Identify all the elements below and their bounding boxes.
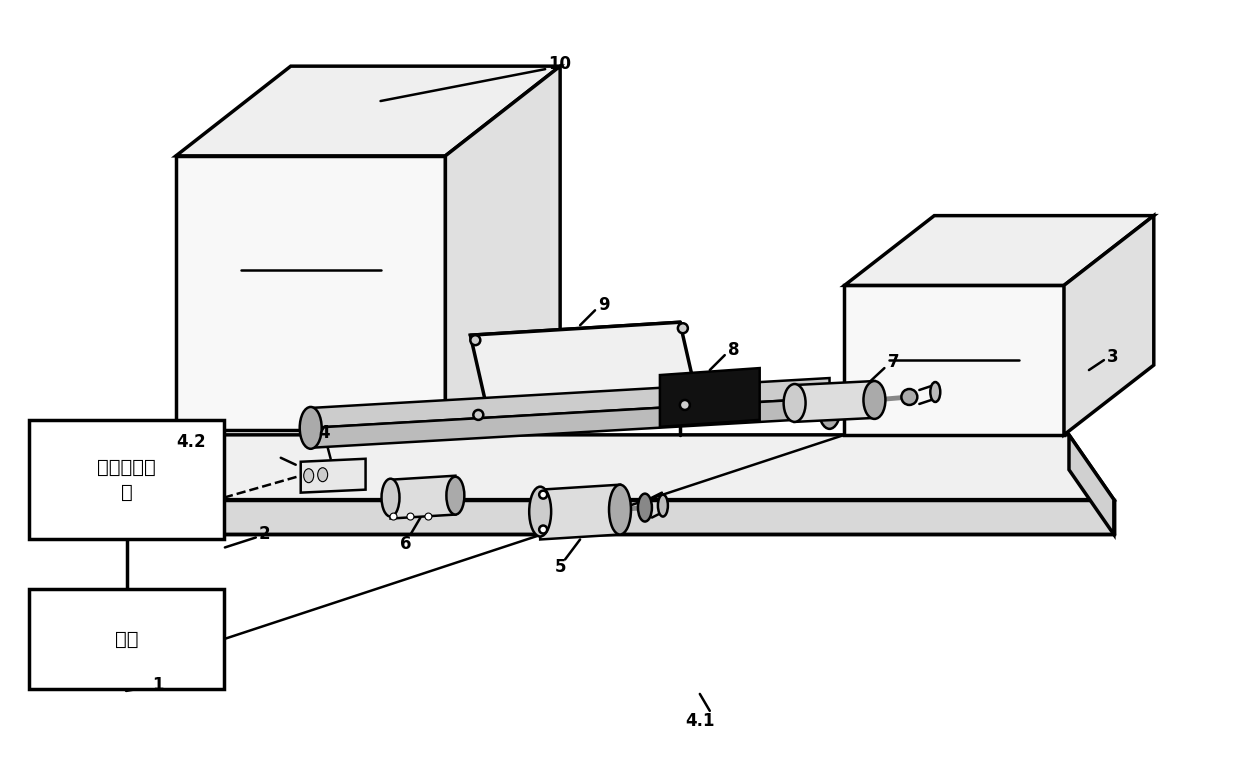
Ellipse shape [304,469,313,482]
Ellipse shape [406,513,414,520]
Polygon shape [471,323,700,423]
Polygon shape [1064,215,1154,435]
Ellipse shape [783,384,805,422]
Ellipse shape [819,387,840,429]
Ellipse shape [610,485,631,535]
Ellipse shape [529,487,551,536]
Text: 7: 7 [887,353,900,371]
Text: 4: 4 [318,424,331,442]
Ellipse shape [539,491,548,499]
Text: 3: 3 [1106,348,1119,366]
Polygon shape [301,459,366,493]
Ellipse shape [901,389,917,405]
Text: 2: 2 [259,525,270,543]
Polygon shape [176,66,560,156]
Ellipse shape [473,410,483,420]
Polygon shape [311,398,830,448]
Ellipse shape [638,493,652,521]
Text: 5: 5 [555,558,566,576]
Text: 倒角仪接收
机: 倒角仪接收 机 [97,458,156,502]
Polygon shape [794,381,875,422]
FancyBboxPatch shape [30,590,224,689]
Ellipse shape [678,323,688,334]
Text: 10: 10 [548,55,571,73]
Ellipse shape [539,525,548,533]
Text: 4.1: 4.1 [685,712,715,730]
Polygon shape [176,156,445,430]
Ellipse shape [300,407,322,449]
Text: 8: 8 [727,341,740,359]
Ellipse shape [425,513,432,520]
Ellipse shape [317,467,327,482]
Polygon shape [176,435,1114,500]
Polygon shape [845,215,1154,285]
Polygon shape [311,378,830,428]
Ellipse shape [930,382,940,402]
Text: 电脑: 电脑 [115,630,139,648]
Polygon shape [221,500,1114,535]
Polygon shape [390,476,456,518]
Polygon shape [1069,435,1114,535]
Polygon shape [540,485,620,539]
Text: 6: 6 [400,536,413,554]
Polygon shape [660,368,760,427]
Polygon shape [845,285,1064,435]
Ellipse shape [390,513,396,520]
Ellipse shape [658,495,668,517]
Text: 1: 1 [152,676,164,694]
Ellipse shape [382,478,399,517]
Polygon shape [176,435,221,535]
Text: 4.2: 4.2 [176,433,206,451]
Polygon shape [445,66,560,430]
FancyBboxPatch shape [30,420,224,539]
Ellipse shape [446,477,465,514]
Ellipse shape [471,335,481,345]
Ellipse shape [680,400,690,410]
Ellipse shape [864,381,886,419]
Text: 9: 9 [598,296,610,314]
